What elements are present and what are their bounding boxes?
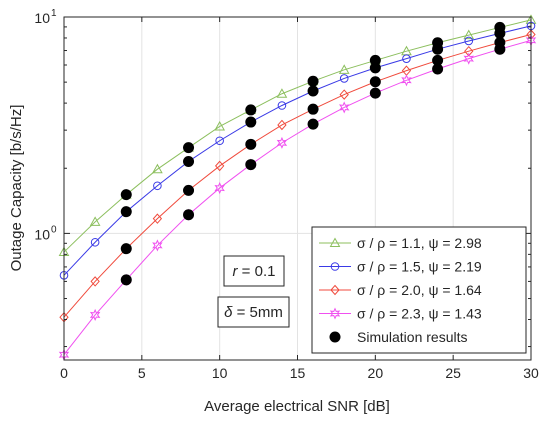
- triangle-marker: [276, 88, 288, 98]
- legend-label: σ / ρ = 2.0, ψ = 1.64: [357, 282, 482, 298]
- legend: σ / ρ = 1.1, ψ = 2.98 σ / ρ = 1.5, ψ = 2.…: [311, 226, 527, 354]
- star-marker: [276, 136, 288, 149]
- simulation-marker: [432, 43, 444, 55]
- series-line: [63, 34, 532, 318]
- legend-entry: Simulation results: [329, 329, 468, 345]
- legend-label: σ / ρ = 2.3, ψ = 1.43: [357, 306, 482, 322]
- simulation-marker: [307, 75, 319, 87]
- triangle-marker: [329, 237, 341, 247]
- diamond-marker: [277, 119, 287, 131]
- series-line: [63, 39, 532, 356]
- star-marker: [89, 308, 101, 321]
- simulation-marker: [120, 243, 132, 255]
- simulation-marker: [494, 43, 506, 55]
- annotation-frame: [223, 255, 285, 287]
- simulation-marker: [307, 103, 319, 115]
- circle-marker: [215, 136, 224, 146]
- circle-marker: [277, 101, 287, 110]
- diamond-marker: [330, 284, 340, 296]
- annotation-frame: [217, 296, 290, 328]
- simulation-marker: [183, 209, 195, 221]
- diamond-marker: [90, 276, 100, 287]
- annotation-box: δ = 5mm: [217, 296, 290, 328]
- circle-marker: [339, 74, 349, 83]
- x-tick-label: 25: [445, 365, 461, 381]
- triangle-marker: [89, 216, 101, 226]
- simulation-marker: [369, 87, 381, 99]
- simulation-marker: [120, 206, 132, 218]
- x-tick-label: 15: [290, 365, 306, 381]
- y-tick-label: 10: [34, 226, 50, 242]
- star-marker: [214, 182, 225, 195]
- x-axis-ticks: 0 5 10 15 20 25 30: [60, 17, 539, 381]
- series-5: [120, 21, 506, 286]
- y-tick-label: 10: [34, 10, 50, 26]
- annotation-box: r = 0.1: [223, 255, 285, 287]
- y-axis-label: Outage Capacity [b/s/Hz]: [8, 105, 25, 272]
- y-tick-exponent: 1: [51, 8, 57, 19]
- star-marker: [401, 74, 412, 87]
- legend-label: Simulation results: [357, 329, 468, 345]
- annotation-text: r = 0.1: [233, 263, 276, 280]
- star-marker: [338, 101, 350, 114]
- diamond-marker: [152, 213, 163, 224]
- simulation-marker: [245, 159, 257, 171]
- star-marker: [329, 307, 341, 320]
- simulation-marker: [245, 138, 257, 150]
- diamond-marker: [464, 45, 474, 57]
- legend-label: σ / ρ = 1.1, ψ = 2.98: [357, 235, 482, 251]
- series-line: [63, 25, 532, 276]
- simulation-marker: [120, 274, 132, 286]
- star-marker: [152, 239, 163, 252]
- legend-entry: σ / ρ = 2.0, ψ = 1.64: [319, 282, 482, 298]
- circle-marker: [330, 262, 340, 271]
- star-marker: [463, 52, 474, 65]
- triangle-marker: [152, 163, 163, 174]
- annotation-boxes: r = 0.1 δ = 5mm: [217, 255, 290, 328]
- simulation-marker: [183, 142, 195, 154]
- simulation-marker: [245, 116, 257, 128]
- legend-entry: σ / ρ = 2.3, ψ = 1.43: [319, 306, 482, 322]
- legend-entry: σ / ρ = 1.5, ψ = 2.19: [319, 259, 482, 275]
- diamond-marker: [339, 89, 349, 100]
- simulation-marker: [245, 104, 257, 116]
- circle-marker: [90, 237, 100, 247]
- series-line: [63, 19, 532, 253]
- triangle-marker: [463, 29, 475, 40]
- simulation-marker: [369, 62, 381, 74]
- series-layer: [58, 14, 537, 361]
- simulation-marker: [329, 331, 341, 343]
- x-axis-label: Average electrical SNR [dB]: [204, 398, 390, 415]
- circle-marker: [402, 54, 411, 63]
- x-tick-label: 30: [523, 365, 539, 381]
- x-tick-label: 10: [212, 365, 228, 381]
- x-tick-label: 5: [138, 365, 146, 381]
- circle-marker: [153, 181, 162, 191]
- simulation-marker: [432, 54, 444, 66]
- annotation-text: δ = 5mm: [224, 304, 283, 321]
- legend-label: σ / ρ = 1.5, ψ = 2.19: [357, 259, 482, 275]
- simulation-marker: [120, 189, 132, 201]
- simulation-marker: [183, 155, 195, 167]
- circle-marker: [464, 36, 474, 46]
- triangle-marker: [338, 64, 350, 74]
- legend-entry: σ / ρ = 1.1, ψ = 2.98: [319, 235, 482, 251]
- simulation-marker: [369, 76, 381, 88]
- simulation-marker: [183, 184, 195, 196]
- diamond-marker: [214, 160, 225, 172]
- triangle-marker: [214, 120, 226, 131]
- simulation-marker: [432, 63, 444, 75]
- x-tick-label: 0: [60, 365, 68, 381]
- simulation-marker: [307, 118, 319, 130]
- simulation-marker: [307, 85, 319, 97]
- simulation-marker: [494, 27, 506, 39]
- y-tick-exponent: 0: [51, 224, 57, 235]
- x-tick-label: 20: [368, 365, 384, 381]
